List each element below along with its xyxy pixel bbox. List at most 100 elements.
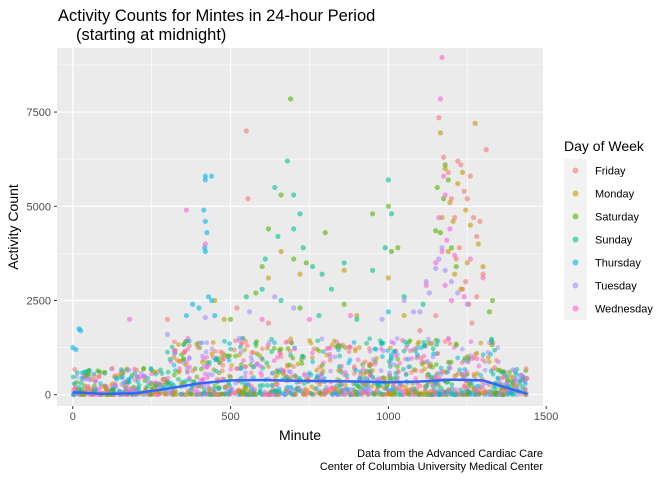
background-point (78, 380, 84, 386)
background-point (478, 372, 483, 378)
data-point (291, 256, 297, 262)
data-point (385, 275, 391, 281)
background-point (314, 367, 320, 373)
background-point (184, 365, 190, 371)
background-point (336, 364, 342, 369)
data-point (202, 241, 208, 247)
background-point (93, 378, 98, 384)
background-point (307, 370, 312, 376)
y-tick-label: 7500 (27, 107, 51, 119)
background-point (143, 385, 149, 391)
background-point (274, 372, 280, 378)
series-saturday (227, 96, 496, 322)
background-point (204, 354, 209, 360)
background-point (271, 345, 277, 351)
background-point (118, 367, 124, 373)
background-point (422, 366, 427, 372)
background-point (433, 337, 439, 343)
background-point (309, 350, 315, 356)
data-point (445, 177, 451, 183)
data-point (463, 279, 469, 285)
data-point (201, 207, 207, 213)
plot-panel (57, 48, 543, 406)
background-point (459, 346, 465, 352)
background-point (438, 385, 444, 391)
background-point (285, 339, 291, 345)
background-point (329, 391, 335, 397)
background-point (372, 390, 377, 396)
legend-label: Sunday (595, 235, 633, 247)
background-point (321, 349, 326, 355)
data-point (300, 245, 306, 251)
background-point (198, 366, 204, 372)
background-point (492, 347, 498, 353)
background-point (91, 373, 97, 379)
background-point (269, 370, 275, 376)
background-point (500, 369, 506, 374)
background-point (85, 387, 91, 393)
background-point (149, 371, 154, 377)
data-point (486, 309, 492, 315)
data-point (297, 305, 303, 311)
legend-item-friday: Friday (564, 159, 626, 182)
background-point (474, 350, 480, 356)
background-point (227, 388, 233, 394)
data-point (423, 282, 429, 289)
caption-line-2: Center of Columbia University Medical Ce… (320, 461, 543, 473)
background-point (425, 374, 430, 380)
background-point (213, 391, 219, 397)
data-point (227, 316, 234, 322)
background-point (397, 360, 403, 366)
legend-item-thursday: Thursday (564, 251, 641, 274)
data-point (265, 226, 272, 232)
background-point (320, 368, 326, 374)
background-point (367, 336, 373, 342)
background-point (454, 342, 460, 348)
background-point (425, 392, 431, 397)
data-point (278, 297, 284, 304)
background-point (187, 375, 192, 381)
background-point (124, 379, 130, 385)
background-point (407, 364, 413, 370)
y-tick-label: 0 (45, 390, 51, 402)
background-point (395, 356, 401, 362)
background-point (271, 358, 277, 364)
background-point (169, 344, 175, 350)
data-point (455, 290, 461, 296)
data-point (297, 271, 303, 277)
background-point (275, 354, 280, 360)
data-point (444, 237, 450, 243)
data-point (328, 286, 335, 292)
background-point (299, 361, 305, 366)
data-point (426, 290, 432, 296)
data-point (452, 252, 458, 258)
background-point (334, 386, 340, 392)
data-point (259, 316, 265, 322)
background-point (309, 355, 315, 361)
legend-item-monday: Monday (564, 182, 635, 205)
data-point (464, 260, 470, 266)
legend-item-tuesday: Tuesday (564, 274, 637, 297)
background-point (281, 368, 287, 374)
data-point (297, 211, 303, 217)
background-point (153, 371, 158, 377)
background-point (398, 387, 404, 393)
background-point (405, 356, 411, 362)
background-point (172, 368, 178, 374)
background-point (202, 371, 208, 377)
background-point (442, 339, 448, 345)
background-point (347, 344, 353, 350)
data-point (474, 233, 480, 240)
data-point (272, 294, 278, 300)
data-point (246, 309, 253, 315)
data-point (477, 218, 483, 224)
background-point (236, 352, 242, 358)
background-point (114, 376, 120, 382)
background-point (355, 357, 361, 363)
background-point (403, 384, 408, 390)
legend: Friday Monday Saturday Sunday Thursday Tuesda… (564, 159, 653, 320)
background-point (327, 345, 333, 351)
background-point (393, 371, 399, 376)
data-point (433, 260, 439, 266)
background-point (109, 366, 115, 371)
